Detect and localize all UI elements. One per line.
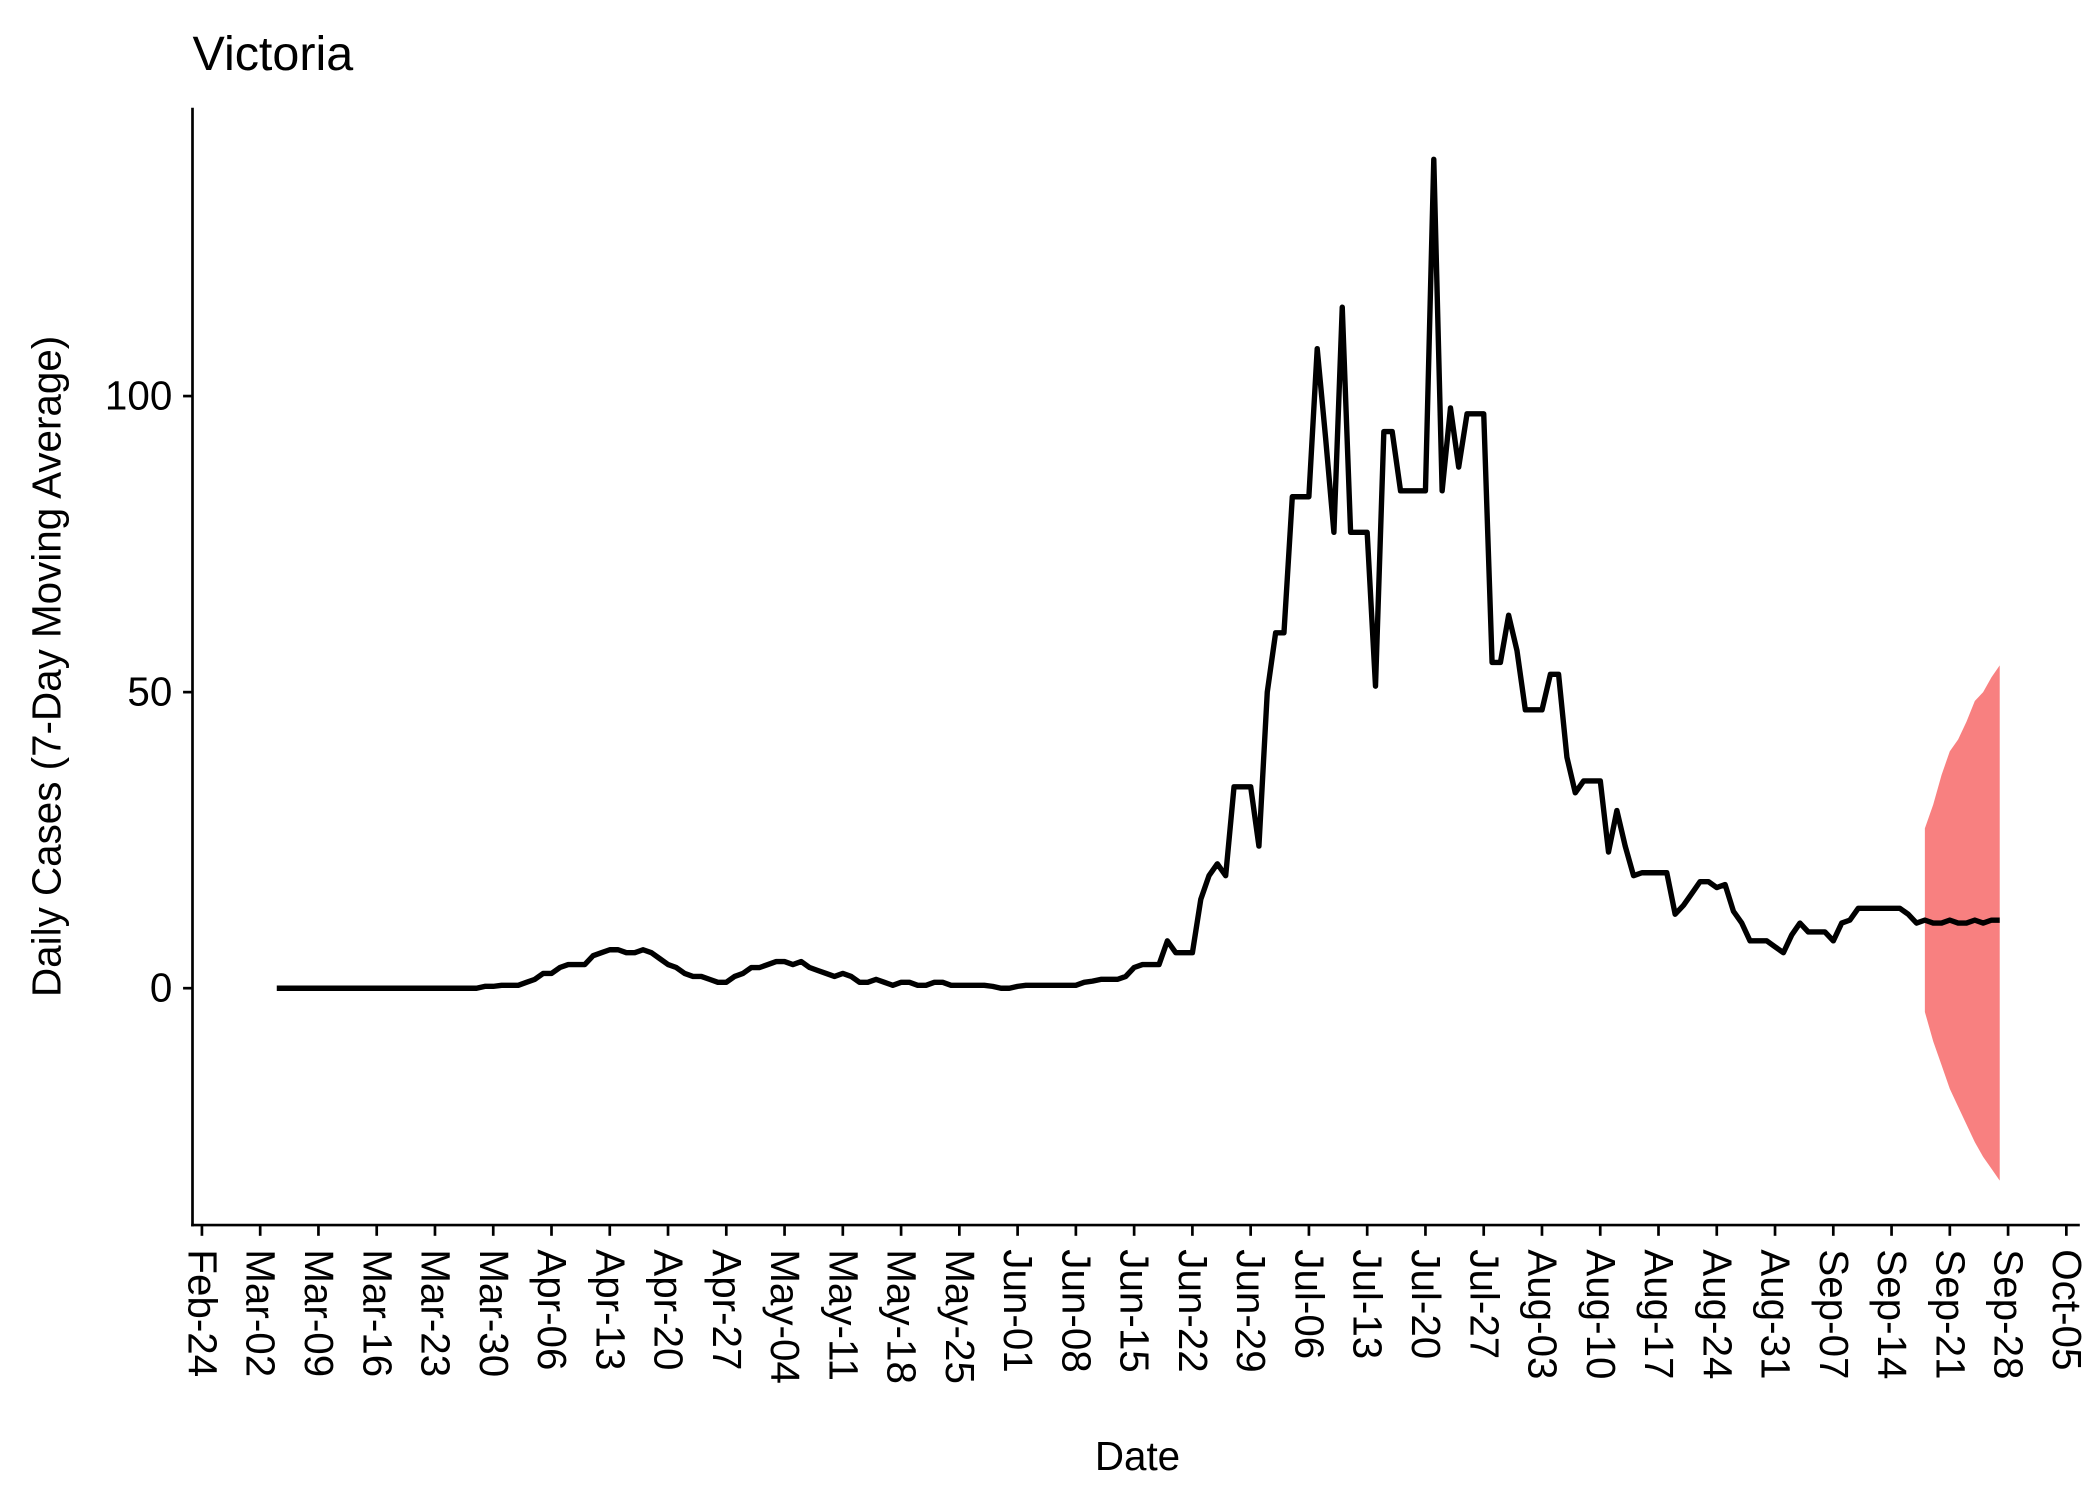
y-tick-label: 50: [127, 669, 172, 715]
x-tick-label: Mar-16: [354, 1249, 400, 1377]
x-tick-label: May-18: [879, 1249, 925, 1384]
x-tick-label: Mar-23: [413, 1249, 459, 1377]
x-tick-label: Sep-21: [1927, 1249, 1973, 1379]
x-tick-label: Sep-28: [1986, 1249, 2032, 1379]
y-tick-label: 0: [150, 965, 172, 1011]
x-tick-label: Mar-30: [471, 1249, 517, 1377]
x-tick-label: Mar-02: [238, 1249, 284, 1377]
y-axis-label: Daily Cases (7-Day Moving Average): [24, 336, 70, 997]
data-line: [276, 156, 2000, 991]
x-tick-label: Jun-29: [1228, 1249, 1274, 1372]
x-tick-label: Jun-22: [1170, 1249, 1216, 1372]
x-tick-label: May-04: [762, 1249, 808, 1384]
x-tick-label: Aug-31: [1753, 1249, 1799, 1379]
x-axis-label: Date: [1095, 1433, 1180, 1479]
x-tick-label: Sep-07: [1811, 1249, 1857, 1379]
x-tick-label: Jul-27: [1461, 1249, 1507, 1359]
x-tick-label: May-11: [820, 1249, 866, 1381]
x-tick-label: Jul-20: [1403, 1249, 1449, 1359]
x-tick-label: Apr-13: [587, 1249, 633, 1370]
x-tick-label: Feb-24: [179, 1249, 225, 1377]
x-tick-label: Aug-10: [1578, 1249, 1624, 1379]
x-tick-label: Sep-14: [1869, 1249, 1915, 1379]
x-tick-label: Apr-20: [646, 1249, 692, 1370]
x-tick-label: Mar-09: [296, 1249, 342, 1377]
x-tick-label: May-25: [937, 1249, 983, 1384]
x-tick-label: Apr-06: [529, 1249, 575, 1370]
chart-title: Victoria: [193, 27, 354, 81]
x-tick-label: Jul-06: [1286, 1249, 1332, 1359]
y-tick-label: 100: [105, 373, 172, 419]
x-tick-label: Aug-03: [1520, 1249, 1566, 1379]
x-tick-label: Jun-01: [995, 1249, 1041, 1372]
x-tick-label: Jun-15: [1112, 1249, 1158, 1372]
x-tick-label: Jul-13: [1345, 1249, 1391, 1359]
x-tick-label: Aug-17: [1636, 1249, 1682, 1379]
x-tick-label: Oct-05: [2044, 1249, 2090, 1370]
x-tick-label: Apr-27: [704, 1249, 750, 1370]
x-tick-label: Jun-08: [1053, 1249, 1099, 1372]
x-tick-label: Aug-24: [1694, 1249, 1740, 1379]
